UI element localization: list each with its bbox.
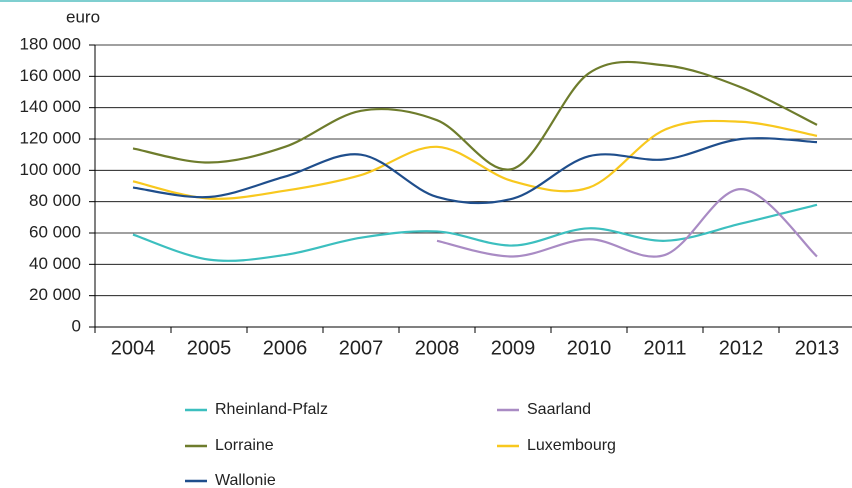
x-tick-label: 2004 (111, 337, 156, 359)
y-tick-label: 0 (72, 316, 81, 335)
x-tick-label: 2010 (567, 337, 612, 359)
y-tick-label: 60 000 (29, 222, 81, 241)
x-tick-label: 2009 (491, 337, 536, 359)
legend-label: Lorraine (215, 437, 274, 454)
x-tick-label: 2006 (263, 337, 308, 359)
x-tick-label: 2012 (719, 337, 764, 359)
x-tick-label: 2005 (187, 337, 232, 359)
legend-label: Luxembourg (527, 437, 616, 454)
y-tick-label: 140 000 (20, 97, 81, 116)
series-line (436, 188, 818, 258)
x-tick-label: 2008 (415, 337, 460, 359)
y-tick-label: 20 000 (29, 285, 81, 304)
y-tick-label: 180 000 (20, 34, 81, 53)
y-tick-label: 120 000 (20, 128, 81, 147)
series-line (132, 137, 818, 205)
x-tick-label: 2013 (795, 337, 840, 359)
y-tick-label: 100 000 (20, 160, 81, 179)
y-tick-label: 160 000 (20, 66, 81, 85)
series-line (132, 203, 818, 262)
x-tick-label: 2007 (339, 337, 384, 359)
y-tick-label: 80 000 (29, 191, 81, 210)
legend-label: Wallonie (215, 472, 276, 488)
y-axis-label: euro (66, 7, 100, 26)
series-line (132, 119, 818, 200)
legend-label: Saarland (527, 401, 591, 418)
legend-label: Rheinland-Pfalz (215, 401, 328, 418)
x-tick-label: 2011 (643, 337, 686, 359)
series-line (132, 60, 818, 171)
y-tick-label: 40 000 (29, 254, 81, 273)
